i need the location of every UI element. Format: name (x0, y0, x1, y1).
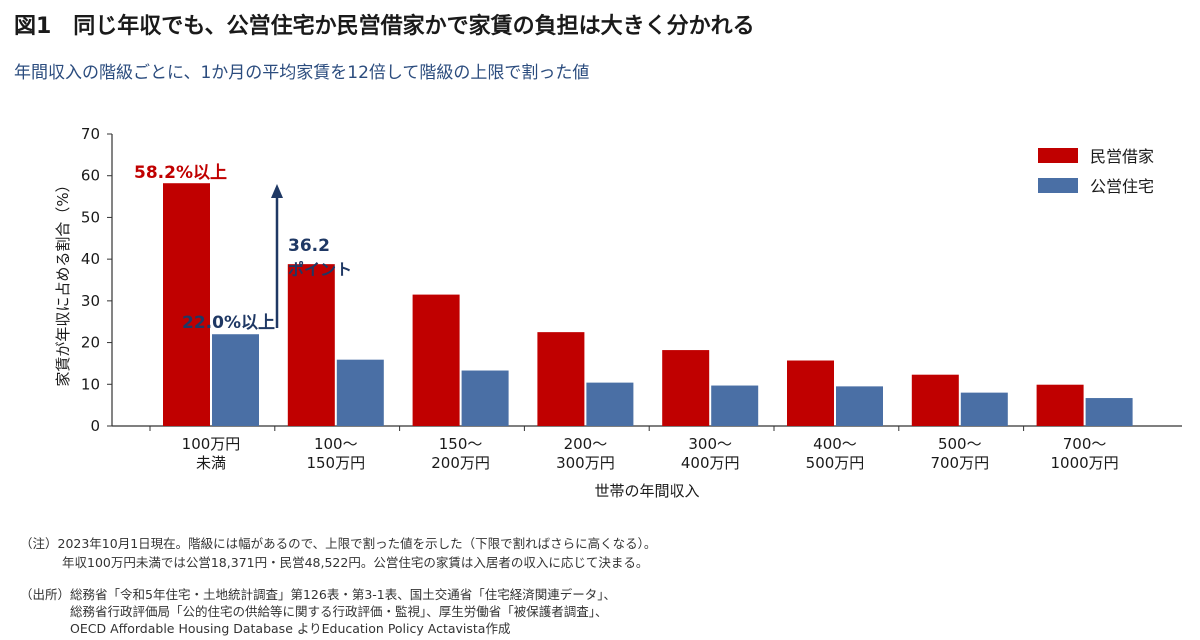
x-tick-label: 100万円 (182, 435, 241, 453)
blue-bar-annotation: 22.0%以上 (182, 313, 275, 333)
x-tick-label: 150万円 (306, 454, 365, 472)
public-housing-bar (461, 370, 509, 426)
y-tick-label: 20 (81, 334, 100, 352)
y-tick-label: 30 (81, 292, 100, 310)
x-tick-label: 200～ (564, 435, 608, 453)
public-housing-bar (336, 359, 384, 426)
public-housing-bar (960, 392, 1008, 426)
private-rental-bar (537, 332, 585, 426)
legend-label: 民営借家 (1090, 147, 1154, 166)
x-tick-label: 500～ (938, 435, 982, 453)
y-tick-label: 40 (81, 250, 100, 268)
public-housing-bar (711, 385, 759, 426)
private-rental-bar (787, 360, 834, 426)
x-tick-label: 400万円 (681, 454, 740, 472)
y-tick-label: 10 (81, 375, 100, 393)
x-tick-label: 300万円 (556, 454, 615, 472)
y-tick-label: 0 (90, 417, 100, 435)
note-line-2: 年収100万円未満では公営18,371円・民営48,522円。公営住宅の家賃は入… (62, 555, 649, 570)
difference-unit: ポイント (288, 260, 352, 279)
x-axis-label: 世帯の年間収入 (594, 482, 699, 500)
legend-swatch (1038, 178, 1078, 193)
x-tick-label: 150～ (439, 435, 483, 453)
source-line-3: OECD Affordable Housing Database よりEduca… (70, 621, 511, 636)
y-tick-label: 70 (81, 125, 100, 143)
red-bar-annotation: 58.2%以上 (134, 163, 227, 183)
public-housing-bar (836, 386, 883, 426)
x-tick-label: 700万円 (930, 454, 989, 472)
y-axis-label: 家賃が年収に占める割合（%） (54, 177, 72, 386)
x-tick-label: 未満 (196, 454, 226, 472)
private-rental-bar (412, 294, 460, 426)
private-rental-bar (1036, 384, 1084, 426)
private-rental-bar (287, 264, 335, 426)
x-tick-label: 400～ (813, 435, 857, 453)
public-housing-bar (1085, 398, 1133, 426)
legend-swatch (1038, 148, 1078, 163)
x-tick-label: 700～ (1063, 435, 1107, 453)
private-rental-bar (163, 183, 210, 426)
public-housing-bar (212, 334, 259, 426)
page-title: 図1 同じ年収でも、公営住宅か民営借家かで家賃の負担は大きく分かれる (14, 14, 755, 39)
difference-arrow-head (271, 184, 283, 198)
bar-chart: 0 10 20 30 40 50 60 70 家賃が年収に占める割合（%） 世帯の年間収入 100… (54, 125, 1182, 500)
source-line-1: （出所）総務省「令和5年住宅・土地統計調査」第126表・第3-1表、国土交通省「… (20, 587, 616, 602)
x-tick-label: 300～ (688, 435, 732, 453)
x-tick-label: 100～ (314, 435, 358, 453)
private-rental-bar (911, 374, 959, 426)
page-subtitle: 年間収入の階級ごとに、1か月の平均家賃を12倍して階級の上限で割った値 (14, 63, 590, 83)
public-housing-bar (586, 382, 634, 426)
source-line-2: 総務省行政評価局「公的住宅の供給等に関する行政評価・監視」、厚生労働省「被保護者… (70, 604, 608, 619)
x-tick-label: 1000万円 (1051, 454, 1119, 472)
y-tick-label: 50 (81, 208, 100, 226)
x-tick-label: 200万円 (431, 454, 490, 472)
y-tick-label: 60 (81, 167, 100, 185)
private-rental-bar (662, 350, 710, 426)
legend-label: 公営住宅 (1090, 177, 1154, 196)
x-tick-label: 500万円 (806, 454, 865, 472)
note-line-1: （注）2023年10月1日現在。階級には幅があるので、上限で割った値を示した（下… (20, 536, 657, 551)
difference-value: 36.2 (288, 236, 330, 256)
